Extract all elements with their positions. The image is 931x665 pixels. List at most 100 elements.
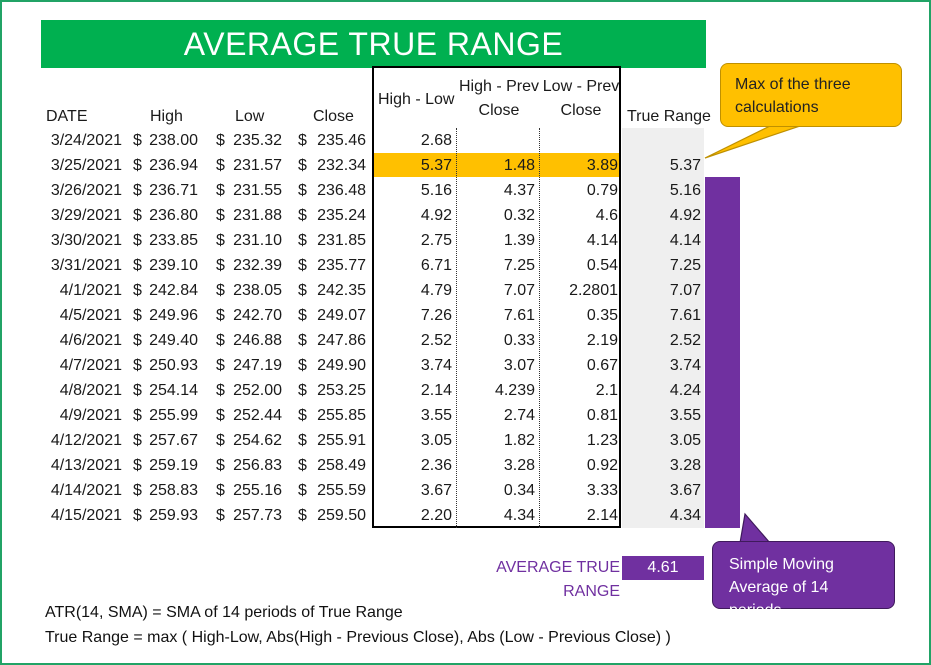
currency-symbol: $ <box>133 232 142 249</box>
cell-date: 4/7/2021 <box>59 357 122 374</box>
cell-lpc: 0.79 <box>586 182 618 199</box>
cell-low: 232.39 <box>233 257 282 274</box>
cell-date: 4/12/2021 <box>50 432 122 449</box>
calculation-box <box>372 66 621 528</box>
cell-high: 236.71 <box>149 182 198 199</box>
cell-lpc: 0.35 <box>586 307 618 324</box>
column-divider <box>539 128 540 528</box>
cell-tr: 3.55 <box>669 407 701 424</box>
average-true-range-label: AVERAGE TRUE RANGE <box>496 559 620 600</box>
cell-hl: 2.36 <box>420 457 452 474</box>
cell-high: 257.67 <box>149 432 198 449</box>
cell-hpc: 4.34 <box>503 507 535 524</box>
cell-hl: 3.67 <box>420 482 452 499</box>
cell-tr: 4.24 <box>669 382 701 399</box>
header-high-prev-line2: Close <box>478 102 520 119</box>
currency-symbol: $ <box>298 507 307 524</box>
cell-date: 3/25/2021 <box>50 157 122 174</box>
cell-close: 253.25 <box>317 382 366 399</box>
cell-tr: 4.34 <box>669 507 701 524</box>
currency-symbol: $ <box>216 482 225 499</box>
cell-date: 4/13/2021 <box>50 457 122 474</box>
currency-symbol: $ <box>216 382 225 399</box>
cell-hpc: 7.25 <box>503 257 535 274</box>
true-range-column-background <box>622 128 704 528</box>
cell-date: 4/1/2021 <box>59 282 122 299</box>
currency-symbol: $ <box>298 207 307 224</box>
header-date: DATE <box>46 108 88 125</box>
cell-close: 235.46 <box>317 132 366 149</box>
cell-low: 238.05 <box>233 282 282 299</box>
cell-lpc: 2.19 <box>586 332 618 349</box>
currency-symbol: $ <box>298 132 307 149</box>
cell-tr: 7.25 <box>669 257 701 274</box>
cell-lpc: 0.92 <box>586 457 618 474</box>
cell-hl: 4.92 <box>420 207 452 224</box>
cell-tr: 3.05 <box>669 432 701 449</box>
cell-date: 3/31/2021 <box>50 257 122 274</box>
cell-high: 249.40 <box>149 332 198 349</box>
cell-close: 259.50 <box>317 507 366 524</box>
cell-hpc: 3.28 <box>503 457 535 474</box>
cell-lpc: 0.81 <box>586 407 618 424</box>
cell-hpc: 7.61 <box>503 307 535 324</box>
header-low: Low <box>235 108 265 125</box>
currency-symbol: $ <box>216 357 225 374</box>
cell-close: 249.90 <box>317 357 366 374</box>
header-close: Close <box>313 108 354 125</box>
sma-bracket <box>705 177 740 528</box>
currency-symbol: $ <box>133 407 142 424</box>
cell-hl: 3.74 <box>420 357 452 374</box>
cell-tr: 7.61 <box>669 307 701 324</box>
currency-symbol: $ <box>216 182 225 199</box>
cell-close: 235.77 <box>317 257 366 274</box>
cell-hpc: 4.239 <box>494 382 535 399</box>
currency-symbol: $ <box>298 307 307 324</box>
currency-symbol: $ <box>216 407 225 424</box>
cell-high: 258.83 <box>149 482 198 499</box>
cell-date: 3/24/2021 <box>50 132 122 149</box>
currency-symbol: $ <box>133 357 142 374</box>
cell-hpc: 0.34 <box>503 482 535 499</box>
page-title: AVERAGE TRUE RANGE <box>183 26 564 62</box>
cell-date: 3/29/2021 <box>50 207 122 224</box>
cell-close: 249.07 <box>317 307 366 324</box>
cell-low: 246.88 <box>233 332 282 349</box>
cell-hl: 3.55 <box>420 407 452 424</box>
currency-symbol: $ <box>298 482 307 499</box>
cell-high: 259.93 <box>149 507 198 524</box>
cell-lpc: 1.23 <box>586 432 618 449</box>
column-divider <box>456 128 457 528</box>
title-banner: AVERAGE TRUE RANGE <box>41 20 706 68</box>
currency-symbol: $ <box>133 332 142 349</box>
currency-symbol: $ <box>216 157 225 174</box>
currency-symbol: $ <box>133 382 142 399</box>
cell-lpc: 2.1 <box>595 382 618 399</box>
cell-hl: 5.37 <box>420 157 452 174</box>
cell-lpc: 3.33 <box>586 482 618 499</box>
header-high-low: High - Low <box>378 91 455 108</box>
currency-symbol: $ <box>216 307 225 324</box>
cell-low: 256.83 <box>233 457 282 474</box>
currency-symbol: $ <box>216 207 225 224</box>
cell-high: 239.10 <box>149 257 198 274</box>
cell-date: 4/5/2021 <box>59 307 122 324</box>
currency-symbol: $ <box>133 207 142 224</box>
cell-tr: 4.92 <box>669 207 701 224</box>
header-true-range: True Range <box>627 108 711 125</box>
currency-symbol: $ <box>298 332 307 349</box>
cell-hl: 3.05 <box>420 432 452 449</box>
max-callout-pointer <box>704 125 801 159</box>
currency-symbol: $ <box>298 232 307 249</box>
cell-date: 4/15/2021 <box>50 507 122 524</box>
formula-note-atr: ATR(14, SMA) = SMA of 14 periods of True… <box>45 604 403 621</box>
cell-date: 4/8/2021 <box>59 382 122 399</box>
cell-tr: 5.16 <box>669 182 701 199</box>
cell-hpc: 1.39 <box>503 232 535 249</box>
cell-lpc: 0.54 <box>586 257 618 274</box>
cell-hl: 7.26 <box>420 307 452 324</box>
cell-hl: 5.16 <box>420 182 452 199</box>
cell-close: 242.35 <box>317 282 366 299</box>
cell-lpc: 4.6 <box>595 207 618 224</box>
currency-symbol: $ <box>133 307 142 324</box>
